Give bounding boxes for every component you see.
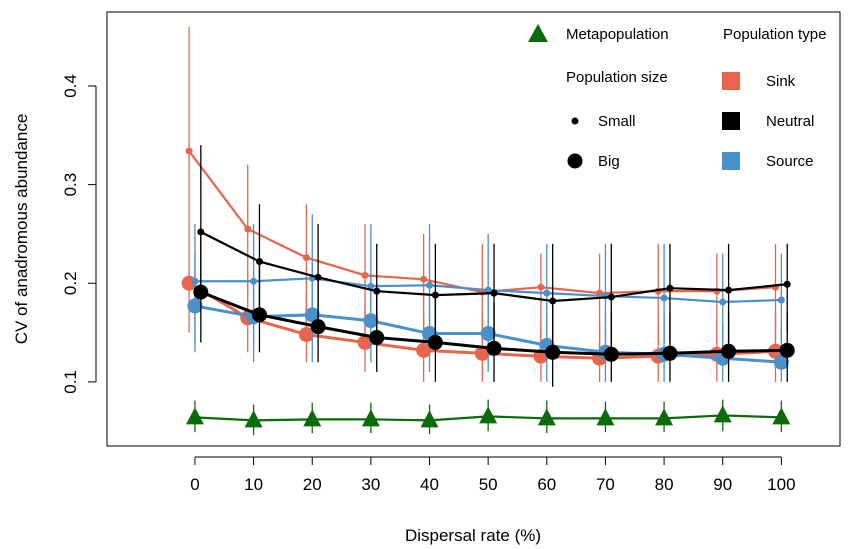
legend-big-icon	[567, 153, 583, 169]
data-point	[484, 286, 492, 294]
data-point	[783, 280, 791, 288]
x-tick-label: 80	[655, 475, 674, 494]
data-point	[310, 319, 326, 335]
data-point	[543, 289, 551, 297]
legend-population-size-title: Population size	[566, 69, 668, 86]
y-axis-label: CV of anadromous abundance	[12, 114, 31, 345]
data-point	[357, 334, 373, 350]
data-point	[545, 344, 561, 360]
legend-small-label: Small	[598, 113, 636, 130]
y-tick-label: 0.3	[61, 173, 80, 197]
x-tick-label: 0	[190, 475, 199, 494]
x-axis-label: Dispersal rate (%)	[405, 526, 541, 545]
legend-sink-icon	[722, 72, 740, 90]
y-tick-label: 0.1	[61, 370, 80, 394]
data-point	[187, 298, 203, 314]
data-point-triangle	[713, 405, 732, 423]
x-tick-label: 10	[244, 475, 263, 494]
data-point	[773, 354, 789, 370]
legend-sink-label: Sink	[766, 73, 796, 90]
data-point-triangle	[185, 407, 204, 425]
data-point	[298, 327, 314, 343]
data-point	[549, 297, 557, 305]
legend-neutral-icon	[722, 112, 740, 130]
data-point	[480, 326, 496, 342]
series-sink-small	[185, 26, 779, 353]
data-point	[486, 340, 502, 356]
data-point	[197, 228, 205, 236]
plot-frame	[106, 11, 841, 447]
data-point	[607, 293, 615, 301]
data-point-triangle	[537, 408, 556, 426]
x-tick-label: 70	[596, 475, 615, 494]
axes: 0 10 20 30 40 50 60 70 80 90 100 0.1 0.2 0.3 0.4	[61, 74, 796, 494]
x-tick-label: 90	[713, 475, 732, 494]
x-tick-label: 20	[303, 475, 322, 494]
data-point	[302, 254, 310, 262]
x-tick-label: 50	[479, 475, 498, 494]
data-point-triangle	[772, 407, 791, 425]
series-layer	[181, 26, 795, 436]
data-point	[420, 275, 428, 283]
data-point	[721, 343, 737, 359]
data-point	[193, 284, 209, 300]
data-point	[361, 271, 369, 279]
legend-population-type-title: Population type	[723, 26, 826, 43]
legend-source-label: Source	[766, 153, 814, 170]
legend-big-label: Big	[598, 153, 620, 170]
data-point	[185, 147, 193, 155]
data-point	[416, 342, 432, 358]
data-point	[666, 284, 674, 292]
data-point-triangle	[655, 408, 674, 426]
series-metapopulation	[185, 399, 791, 436]
y-tick-label: 0.2	[61, 271, 80, 295]
data-point	[660, 294, 668, 302]
legend-neutral-label: Neutral	[766, 113, 814, 130]
legend-metapopulation-icon	[528, 24, 548, 42]
x-tick-label: 60	[537, 475, 556, 494]
data-point-triangle	[596, 408, 615, 426]
data-point-triangle	[244, 410, 263, 428]
legend-metapopulation-label: Metapopulation	[566, 26, 669, 43]
data-point	[725, 286, 733, 294]
legend-small-icon	[571, 117, 579, 125]
data-point	[474, 345, 490, 361]
data-point	[777, 296, 785, 304]
data-point-triangle	[303, 409, 322, 427]
x-tick-label: 100	[767, 475, 795, 494]
data-point	[603, 346, 619, 362]
series-neutral-big	[193, 233, 795, 387]
data-point	[251, 307, 267, 323]
data-point	[719, 298, 727, 306]
data-point	[490, 289, 498, 297]
data-point	[426, 281, 434, 289]
data-point	[427, 334, 443, 350]
data-point	[255, 258, 263, 266]
data-point-triangle	[420, 410, 439, 428]
x-tick-label: 30	[361, 475, 380, 494]
data-point	[244, 225, 252, 233]
legend-source-icon	[722, 152, 740, 170]
legend: Metapopulation Population size Small Big…	[528, 24, 826, 170]
y-tick-label: 0.4	[61, 74, 80, 98]
data-point	[369, 330, 385, 345]
data-point	[662, 345, 678, 361]
data-point	[363, 313, 379, 329]
data-point-triangle	[479, 406, 498, 424]
x-tick-label: 40	[420, 475, 439, 494]
data-point	[304, 307, 320, 323]
data-point	[779, 342, 795, 358]
data-point	[537, 283, 545, 291]
data-point-triangle	[361, 409, 380, 427]
